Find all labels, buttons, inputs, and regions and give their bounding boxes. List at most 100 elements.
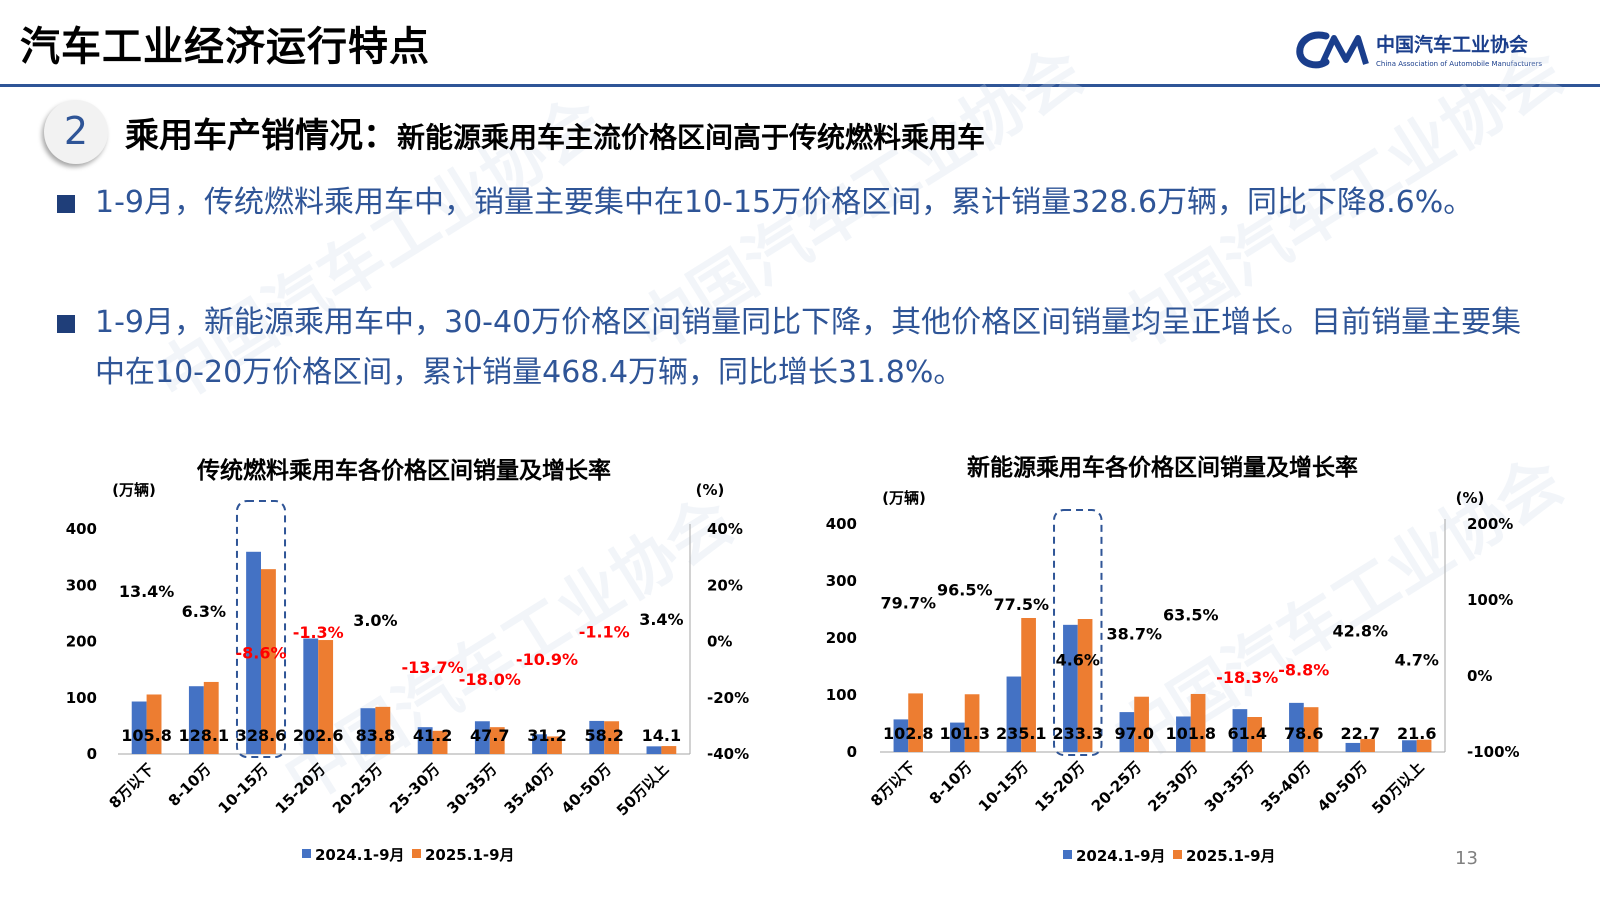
logo-text-cn: 中国汽车工业协会 [1376,34,1529,56]
x-tick-label: 20-25万 [1088,758,1145,815]
x-tick-label: 8万以下 [867,758,919,810]
bar-2025 [375,706,391,754]
y2-tick-label: 0% [707,633,732,651]
bar-2025 [1247,717,1262,752]
value-label: 202.6 [293,726,344,745]
bar-2024 [1402,740,1417,752]
y-tick-label: 300 [826,572,857,590]
value-label: 97.0 [1115,724,1154,743]
growth-label: 77.5% [993,595,1049,614]
growth-label: -10.9% [516,650,578,669]
section-number-badge: 2 [44,100,108,164]
x-tick-label: 10-15万 [975,758,1032,815]
legend-swatch-2024 [1063,850,1072,859]
x-tick-label: 50万以上 [1368,758,1427,817]
y2-tick-label: -20% [707,689,749,707]
value-label: 101.3 [939,724,990,743]
bullet-item: 1-9月，传统燃料乘用车中，销量主要集中在10-15万价格区间，累计销量328.… [57,178,1547,228]
legend-swatch-2025 [412,849,421,858]
y2-tick-label: -100% [1467,743,1520,761]
value-label: 78.6 [1284,724,1323,743]
logo: 中国汽车工业协会 China Association of Automobile… [1296,30,1586,74]
bar-2024 [950,722,965,752]
bar-2024 [893,719,909,752]
growth-label: 3.0% [353,611,397,630]
bar-2025 [432,730,448,754]
y2-tick-label: 0% [1467,667,1492,685]
y-tick-label: 400 [66,520,97,538]
value-label: 233.3 [1052,724,1103,743]
bar-2024 [131,701,147,754]
y2-axis-label: (%) [1456,489,1485,507]
bar-2025 [261,569,276,754]
value-label: 58.2 [584,726,623,745]
growth-label: 79.7% [880,593,936,612]
bar-2025 [1134,696,1149,752]
chart-nev-price-segments: 新能源乘用车各价格区间销量及增长率 (万辆) (%) 0 100 200 300 400 -10… [826,454,1520,865]
value-label: 83.8 [356,726,395,745]
x-tick-label: 30-35万 [443,760,500,817]
y2-axis-label: (%) [696,481,725,499]
bullet-square-icon [57,315,75,333]
growth-label: -18.3% [1216,668,1278,687]
x-tick-label: 20-25万 [329,760,386,817]
value-label: 47.7 [470,726,509,745]
bar-2025 [1303,707,1319,752]
bar-2024 [646,746,662,754]
value-label: 235.1 [996,724,1047,743]
chart-title: 新能源乘用车各价格区间销量及增长率 [967,454,1358,481]
growth-label: 96.5% [937,581,993,600]
bar-2024 [1176,716,1191,752]
growth-label: 3.4% [639,610,683,629]
y-tick-label: 0 [847,743,857,761]
x-tick-label: 40-50万 [1314,758,1371,815]
growth-label: -8.6% [235,644,286,663]
growth-label: -8.8% [1278,661,1329,680]
value-label: 128.1 [178,726,229,745]
bar-2024 [1063,624,1078,752]
bar-2025 [318,640,334,754]
bar-2024 [532,734,547,754]
y-tick-label: 100 [826,686,857,704]
y-axis-label: (万辆) [112,481,156,499]
bullet-text: 1-9月，新能源乘用车中，30-40万价格区间销量同比下降，其他价格区间销量均呈… [95,305,1522,390]
legend-swatch-2025 [1173,850,1182,859]
value-label: 31.2 [527,726,566,745]
x-tick-label: 35-40万 [1257,758,1314,815]
bar-2024 [303,638,319,754]
y-tick-label: 400 [826,515,857,533]
bar-2024 [1345,742,1361,752]
growth-label: -18.0% [459,670,521,689]
x-tick-label: 8万以下 [106,760,158,812]
legend-swatch-2024 [302,849,311,858]
value-label: 61.4 [1228,724,1267,743]
x-tick-label: 15-20万 [272,760,329,817]
bar-2025 [1190,693,1206,752]
bar-2024 [1119,712,1135,752]
bar-2024 [589,720,605,754]
x-tick-label: 15-20万 [1031,758,1088,815]
highlight-box [1053,509,1103,756]
x-tick-label: 10-15万 [215,760,272,817]
bar-2024 [474,721,490,754]
legend-label-2024: 2024.1-9月 [315,846,405,864]
bar-2024 [188,686,204,754]
y-tick-label: 100 [66,689,97,707]
y2-tick-label: 100% [1467,591,1513,609]
logo-text-en: China Association of Automobile Manufact… [1376,60,1543,68]
bar-2025 [661,746,677,754]
page-number: 13 [1455,848,1478,869]
growth-label: 6.3% [182,602,226,621]
bar-2025 [489,727,505,754]
x-tick-label: 8-10万 [926,758,976,808]
section-title-main: 乘用车产销情况： [125,116,397,156]
legend-label-2025: 2025.1-9月 [1186,847,1276,865]
y-tick-label: 200 [826,629,857,647]
bar-2025 [146,694,162,754]
bar-2025 [1416,739,1432,752]
bar-2025 [1360,739,1375,752]
growth-label: 4.6% [1056,651,1100,670]
value-label: 22.7 [1341,724,1380,743]
bar-2024 [1232,709,1248,752]
header-divider [0,84,1600,87]
